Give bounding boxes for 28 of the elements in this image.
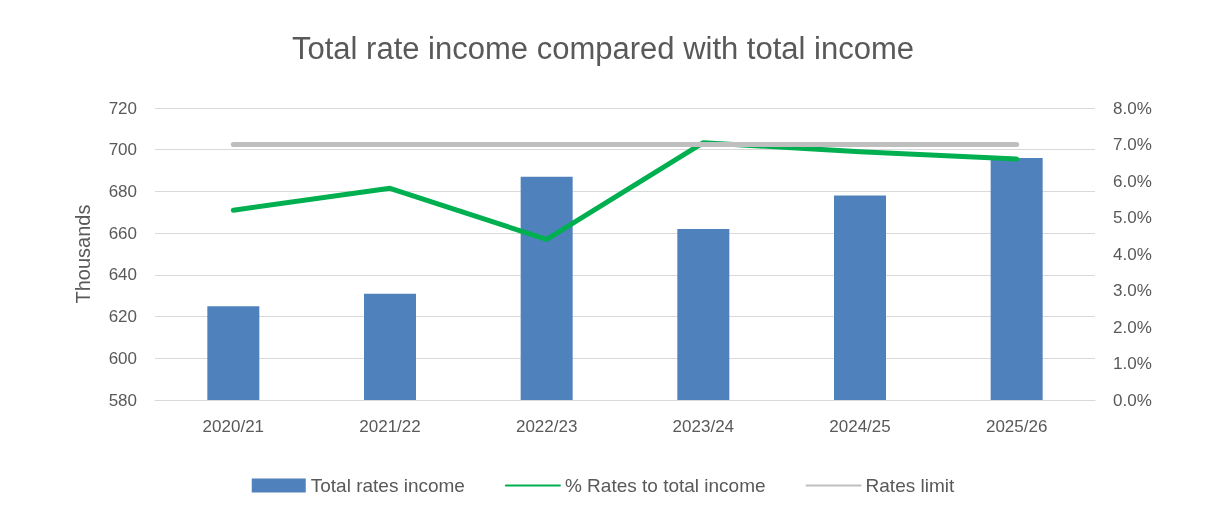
x-tick-label: 2021/22 — [359, 417, 421, 436]
x-tick-label: 2025/26 — [985, 417, 1048, 436]
y2-tick-label: 2.0% — [1113, 317, 1152, 337]
legend-label: Total rates income — [310, 475, 465, 496]
y2-tick-label: 4.0% — [1113, 244, 1152, 264]
legend-label: % Rates to total income — [564, 475, 766, 496]
x-tick-label: 2022/23 — [515, 417, 578, 436]
y-tick-label: 720 — [108, 98, 137, 118]
y-tick-label: 580 — [108, 390, 137, 410]
y2-tick-label: 3.0% — [1113, 281, 1152, 300]
y-tick-label: 640 — [108, 265, 137, 285]
y-tick-label: 680 — [108, 181, 137, 201]
x-tick-label: 2020/21 — [202, 417, 265, 436]
y2-tick-label: 6.0% — [1113, 171, 1152, 191]
y-axis-title: Thousands — [72, 204, 94, 304]
chart-title: Total rate income compared with total income — [291, 31, 915, 66]
y-tick-label: 700 — [108, 140, 137, 160]
y2-tick-label: 1.0% — [1113, 354, 1152, 373]
y2-tick-label: 8.0% — [1113, 98, 1152, 118]
y2-tick-label: 7.0% — [1113, 135, 1152, 154]
x-tick-label: 2024/25 — [829, 417, 891, 436]
y-tick-label: 620 — [108, 307, 137, 327]
y-tick-label: 600 — [108, 348, 137, 368]
x-tick-label: 2023/24 — [672, 417, 735, 436]
y2-tick-label: 0.0% — [1113, 390, 1152, 410]
legend-label: Rates limit — [865, 475, 955, 496]
y2-tick-label: 5.0% — [1113, 208, 1152, 227]
y-tick-label: 660 — [108, 223, 137, 243]
